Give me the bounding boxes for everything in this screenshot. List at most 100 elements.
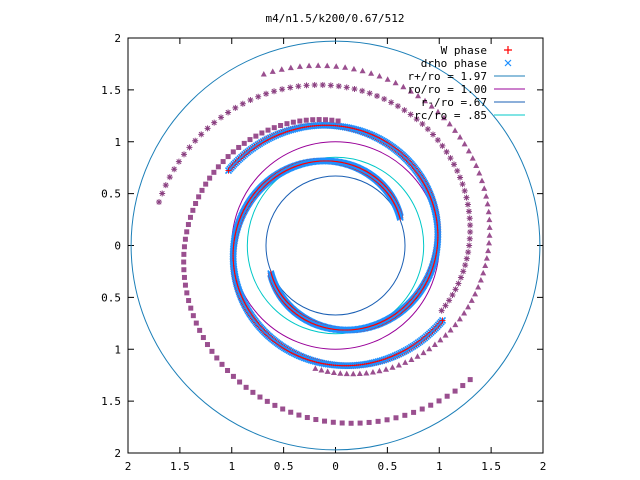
phase-point — [271, 125, 277, 131]
phase-point — [171, 166, 178, 173]
phase-point — [461, 187, 468, 194]
x-tick-label: 0.5 — [377, 460, 397, 473]
phase-point — [296, 63, 303, 69]
phase-point — [197, 327, 203, 333]
phase-point — [485, 247, 492, 254]
phase-point — [351, 85, 358, 92]
phase-point — [439, 142, 446, 149]
phase-point — [279, 86, 286, 93]
x-tick-label: 0.5 — [274, 460, 294, 473]
phase-point — [395, 362, 402, 368]
phase-points — [156, 62, 493, 426]
phase-point — [186, 144, 193, 151]
phase-point — [278, 66, 285, 72]
phase-point — [463, 194, 470, 201]
phase-point — [483, 193, 490, 199]
phase-point — [439, 317, 446, 324]
phase-point — [225, 368, 231, 374]
phase-point — [446, 297, 453, 304]
phase-point — [374, 92, 381, 99]
phase-point — [342, 64, 349, 70]
phase-point — [193, 201, 199, 207]
phase-point — [264, 398, 270, 404]
phase-point — [407, 88, 414, 94]
x-tick-label: 2 — [125, 460, 132, 473]
legend-label: drho phase — [421, 57, 487, 70]
phase-point — [407, 111, 414, 118]
phase-point — [230, 149, 236, 155]
phase-point — [413, 116, 420, 123]
phase-point — [393, 415, 399, 421]
phase-point — [431, 341, 438, 347]
phase-point — [359, 67, 366, 74]
phase-point — [330, 419, 336, 425]
phase-point — [311, 81, 318, 88]
phase-point — [280, 406, 286, 412]
phase-point — [422, 97, 429, 104]
x-tick-label: 1.5 — [170, 460, 190, 473]
phase-point — [463, 255, 470, 262]
phase-point — [288, 409, 294, 415]
phase-point — [324, 368, 331, 374]
phase-point — [187, 214, 193, 220]
phase-point — [467, 228, 474, 235]
phase-point — [469, 155, 476, 161]
phase-point — [481, 185, 488, 191]
phase-point — [389, 364, 396, 370]
phase-point — [486, 216, 493, 223]
phase-point — [466, 215, 473, 222]
axis-tick-labels: 2 1.5 1 0.5 0 0.5 1 1.5 221.510.500.511.52 — [101, 32, 546, 473]
phase-point — [237, 379, 243, 385]
phase-point — [253, 133, 259, 139]
phase-point — [419, 120, 426, 127]
chart-title: m4/n1.5/k200/0.67/512 — [265, 12, 404, 25]
phase-point — [225, 154, 231, 160]
phase-point — [452, 388, 458, 394]
phase-point — [476, 170, 483, 176]
phase-point — [483, 255, 490, 261]
phase-point — [356, 370, 363, 377]
phase-point — [359, 87, 366, 94]
phase-point — [181, 259, 187, 265]
phase-point — [296, 412, 302, 418]
phase-point — [486, 239, 493, 246]
phase-point — [435, 108, 442, 115]
phase-point — [181, 274, 187, 280]
phase-point — [260, 70, 267, 77]
phase-point — [408, 356, 415, 362]
phase-point — [271, 88, 278, 95]
phase-point — [447, 155, 454, 162]
phase-point — [209, 348, 215, 354]
phase-point — [295, 83, 302, 90]
legend-marker — [504, 46, 512, 54]
phase-point — [339, 420, 345, 426]
phase-point — [255, 93, 262, 100]
phase-point — [452, 321, 459, 328]
phase-point — [306, 62, 313, 69]
phase-point — [241, 140, 247, 146]
reference-circle — [231, 141, 440, 350]
reference-circle — [130, 40, 541, 451]
phase-point — [323, 117, 329, 123]
phase-point — [190, 207, 196, 213]
phase-point — [383, 366, 390, 372]
phase-point — [473, 162, 480, 169]
phase-point — [454, 167, 461, 174]
phase-point — [265, 127, 271, 133]
phase-point — [475, 284, 482, 290]
y-tick-label: 1.5 — [101, 395, 121, 408]
y-tick-label: 2 — [114, 32, 121, 45]
legend-label: r-/ro =.67 — [421, 96, 487, 109]
phase-point — [465, 147, 472, 154]
phase-point — [303, 117, 309, 123]
phase-point — [363, 369, 370, 376]
phase-point — [156, 199, 163, 206]
phase-point — [181, 267, 187, 273]
phase-point — [460, 268, 467, 275]
phase-point — [466, 235, 473, 242]
phase-point — [190, 313, 196, 319]
x-tick-label: 1 — [228, 460, 235, 473]
phase-point — [192, 137, 199, 144]
phase-point — [259, 130, 265, 136]
